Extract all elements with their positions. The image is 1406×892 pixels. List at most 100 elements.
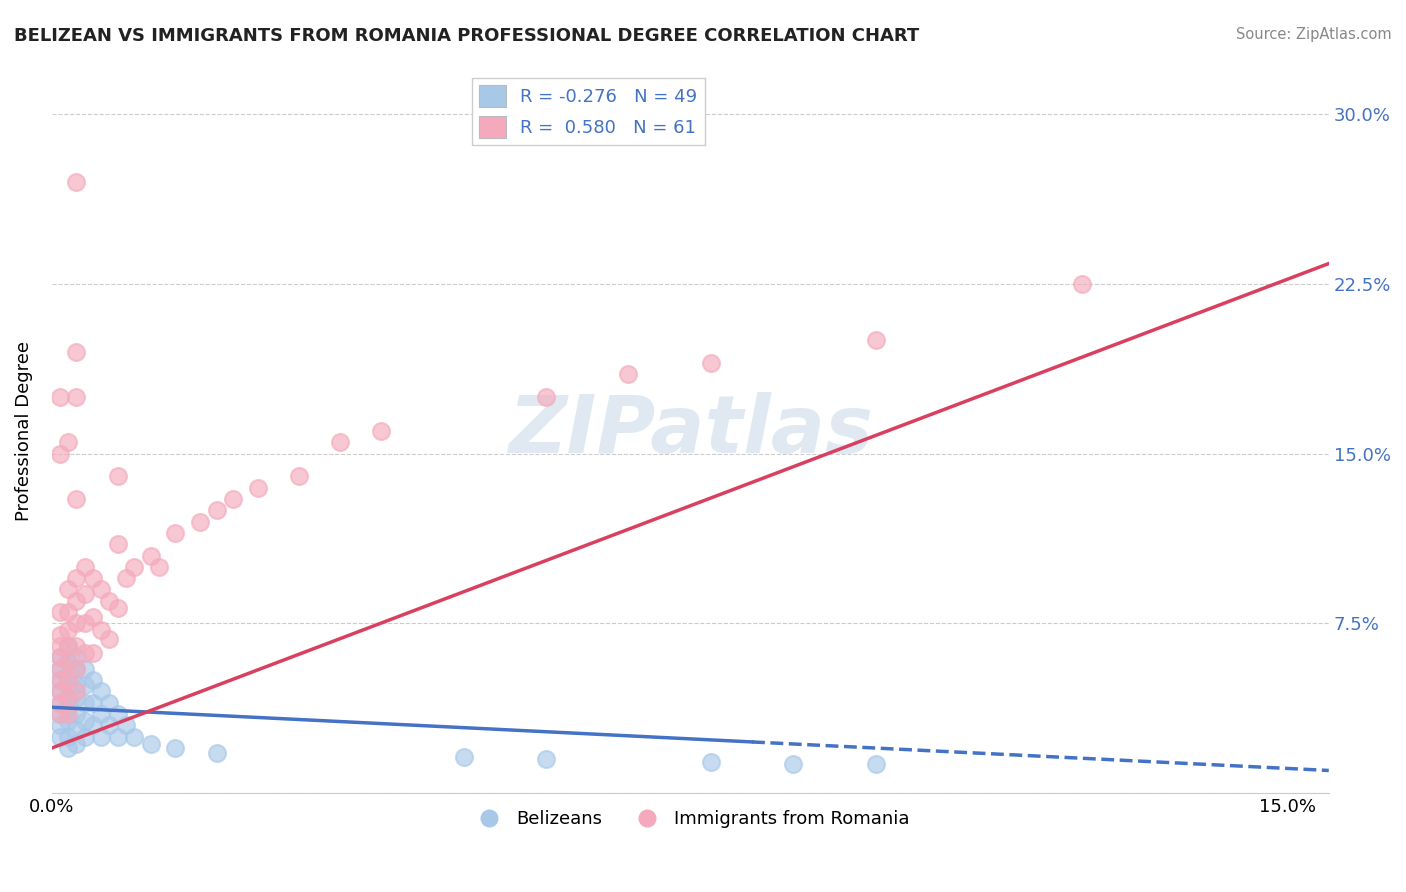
Point <box>90 582 112 597</box>
Point <box>65 175 87 189</box>
Point <box>107 537 129 551</box>
Point <box>49 662 72 676</box>
Point <box>58 673 80 687</box>
Point <box>98 632 121 647</box>
Point <box>98 594 121 608</box>
Point <box>65 594 87 608</box>
Point <box>49 650 72 665</box>
Point <box>49 639 72 653</box>
Point <box>73 678 96 692</box>
Point <box>58 741 80 756</box>
Point <box>58 435 80 450</box>
Point <box>49 696 72 710</box>
Point <box>65 650 87 665</box>
Point <box>49 650 72 665</box>
Point <box>370 424 392 438</box>
Point <box>58 691 80 706</box>
Point <box>73 559 96 574</box>
Point <box>700 755 723 769</box>
Point <box>58 582 80 597</box>
Point <box>73 696 96 710</box>
Point <box>98 696 121 710</box>
Point <box>107 600 129 615</box>
Point <box>534 752 557 766</box>
Point <box>1070 277 1092 291</box>
Point <box>115 718 138 732</box>
Point <box>617 368 640 382</box>
Point <box>222 491 245 506</box>
Point <box>148 559 170 574</box>
Point <box>73 730 96 744</box>
Point <box>49 447 72 461</box>
Point <box>49 684 72 698</box>
Point <box>58 730 80 744</box>
Point <box>73 616 96 631</box>
Point <box>165 525 187 540</box>
Point <box>107 469 129 483</box>
Point <box>65 491 87 506</box>
Point <box>122 730 145 744</box>
Point <box>49 628 72 642</box>
Point <box>288 469 311 483</box>
Point <box>58 655 80 669</box>
Point <box>49 718 72 732</box>
Point <box>58 639 80 653</box>
Point <box>58 714 80 728</box>
Point <box>58 668 80 682</box>
Text: ZIPatlas: ZIPatlas <box>508 392 873 470</box>
Point <box>115 571 138 585</box>
Point <box>65 707 87 722</box>
Point <box>90 684 112 698</box>
Point <box>49 730 72 744</box>
Point <box>82 571 104 585</box>
Point <box>122 559 145 574</box>
Point <box>782 756 804 771</box>
Point <box>49 707 72 722</box>
Point <box>82 718 104 732</box>
Point <box>65 691 87 706</box>
Point <box>65 571 87 585</box>
Point <box>73 662 96 676</box>
Point <box>65 662 87 676</box>
Point <box>73 646 96 660</box>
Point <box>49 684 72 698</box>
Point <box>65 723 87 737</box>
Point <box>65 678 87 692</box>
Y-axis label: Professional Degree: Professional Degree <box>15 341 32 521</box>
Point <box>107 707 129 722</box>
Point <box>58 655 80 669</box>
Point <box>49 673 72 687</box>
Point <box>58 678 80 692</box>
Point <box>73 714 96 728</box>
Point <box>65 684 87 698</box>
Point <box>49 390 72 404</box>
Point <box>139 737 162 751</box>
Point <box>82 673 104 687</box>
Point <box>73 587 96 601</box>
Text: Source: ZipAtlas.com: Source: ZipAtlas.com <box>1236 27 1392 42</box>
Point <box>453 750 475 764</box>
Text: BELIZEAN VS IMMIGRANTS FROM ROMANIA PROFESSIONAL DEGREE CORRELATION CHART: BELIZEAN VS IMMIGRANTS FROM ROMANIA PROF… <box>14 27 920 45</box>
Point <box>58 639 80 653</box>
Point <box>700 356 723 370</box>
Point <box>865 334 887 348</box>
Point <box>49 673 72 687</box>
Point <box>49 662 72 676</box>
Point <box>82 609 104 624</box>
Point <box>65 616 87 631</box>
Point <box>98 718 121 732</box>
Point <box>82 696 104 710</box>
Point <box>188 515 211 529</box>
Legend: Belizeans, Immigrants from Romania: Belizeans, Immigrants from Romania <box>464 803 917 835</box>
Point <box>865 756 887 771</box>
Point <box>58 700 80 714</box>
Point <box>49 707 72 722</box>
Point <box>107 730 129 744</box>
Point <box>90 730 112 744</box>
Point <box>65 662 87 676</box>
Point <box>165 741 187 756</box>
Point <box>65 390 87 404</box>
Point <box>90 707 112 722</box>
Point <box>58 707 80 722</box>
Point <box>90 624 112 638</box>
